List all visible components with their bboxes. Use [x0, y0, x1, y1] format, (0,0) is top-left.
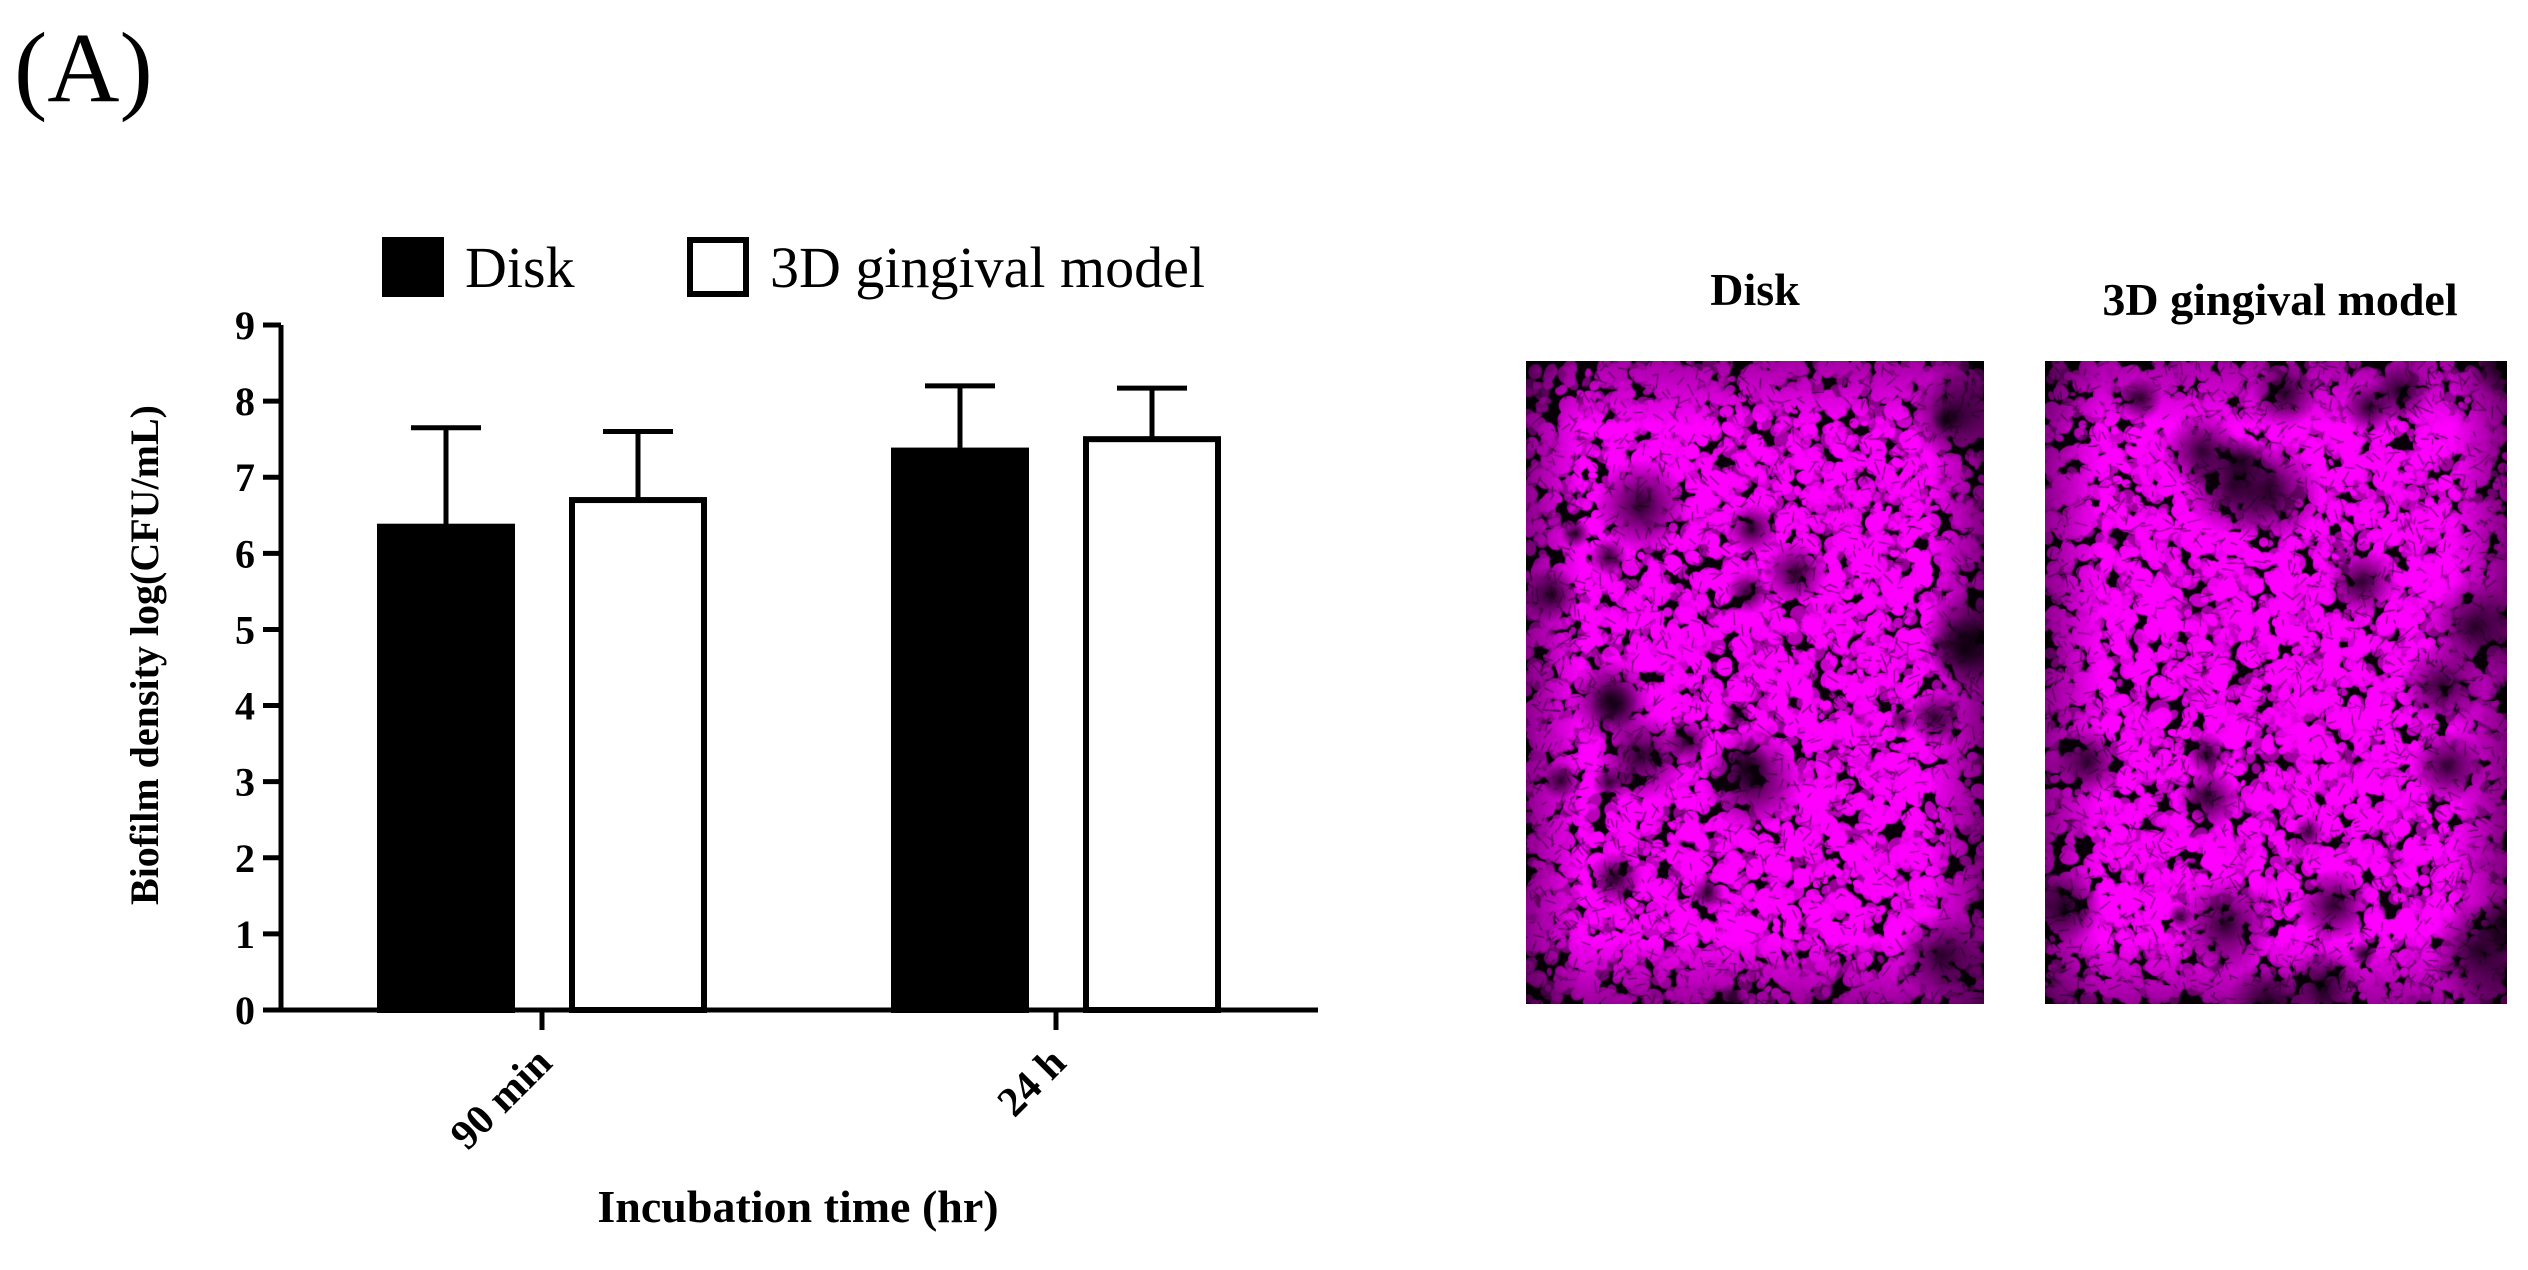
- y-tick-label: 5: [235, 607, 255, 652]
- x-axis-label: Incubation time (hr): [597, 1181, 998, 1232]
- y-tick-label: 8: [235, 379, 255, 424]
- image-title-disk: Disk: [1710, 264, 1800, 315]
- microscopy-image-disk: [1526, 361, 1984, 1004]
- legend-swatch: [382, 237, 444, 297]
- bar: [1083, 436, 1221, 1013]
- y-tick-label: 4: [235, 684, 255, 729]
- image-title-gingival: 3D gingival model: [2102, 274, 2458, 325]
- chart-legend: Disk 3D gingival model: [382, 235, 1205, 300]
- y-tick-label: 7: [235, 455, 255, 500]
- bar-chart: Disk 3D gingival model 0 1 2 3 4 5 6 7 8 9 90 min 2…: [122, 235, 1318, 1232]
- bar: [377, 523, 515, 1013]
- y-tick-label: 2: [235, 836, 255, 881]
- microscopy-image-gingival: [2045, 361, 2507, 1004]
- y-axis: 0 1 2 3 4 5 6 7 8 9: [235, 303, 284, 1033]
- x-tick-label: 90 min: [442, 1040, 561, 1159]
- y-tick-label: 1: [235, 912, 255, 957]
- legend-label: 3D gingival model: [770, 235, 1205, 300]
- legend-swatch: [687, 237, 749, 297]
- y-axis-label: Biofilm density log(CFU/mL): [122, 405, 167, 905]
- bar: [891, 447, 1029, 1014]
- x-tick-label: 24 h: [989, 1040, 1075, 1126]
- y-tick-label: 3: [235, 760, 255, 805]
- y-tick-label: 9: [235, 303, 255, 348]
- panel-label: (A): [14, 12, 153, 123]
- legend-label: Disk: [465, 235, 575, 300]
- x-axis: 90 min 24 h: [281, 1007, 1318, 1159]
- bars: [377, 383, 1221, 1014]
- y-tick-label: 6: [235, 531, 255, 576]
- bar: [569, 497, 707, 1013]
- y-tick-label: 0: [235, 988, 255, 1033]
